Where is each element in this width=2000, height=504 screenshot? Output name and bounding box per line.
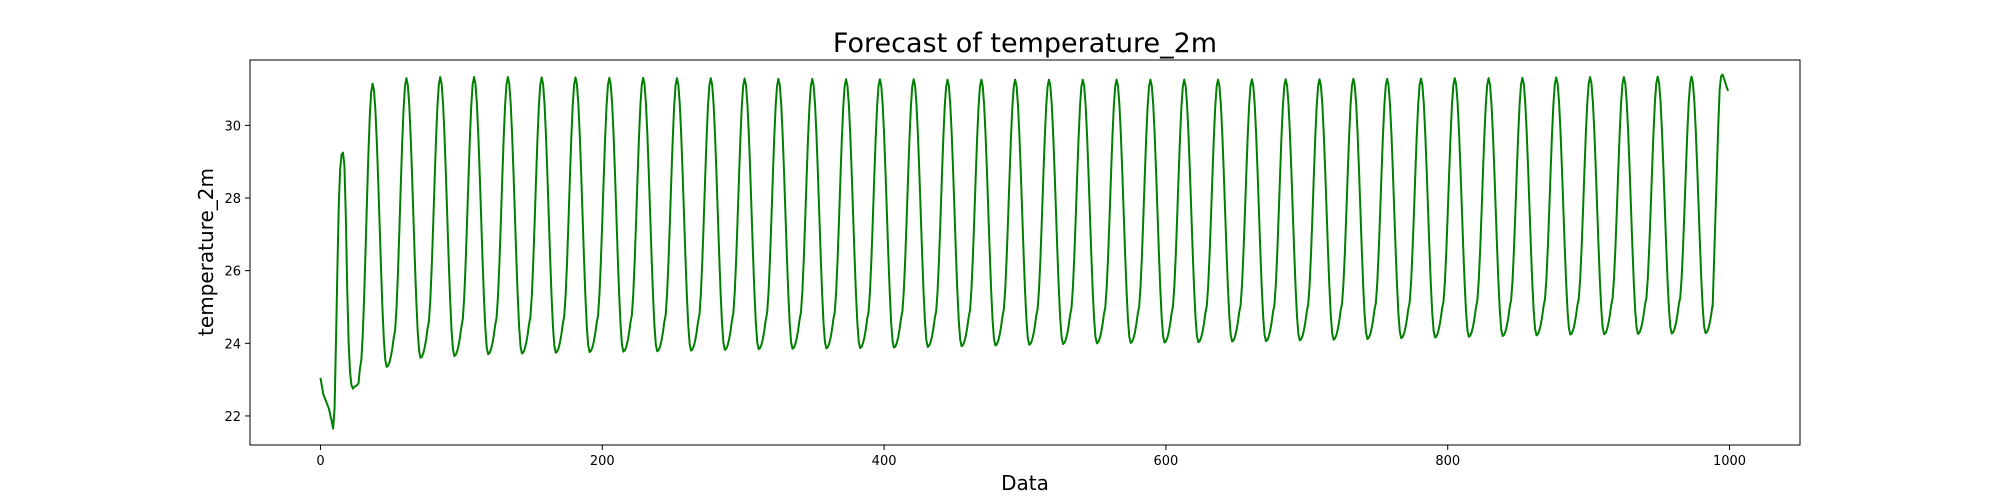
x-tick-label: 400 bbox=[872, 454, 897, 469]
y-tick-label: 26 bbox=[224, 265, 241, 280]
y-axis-ticks: 22 24 26 28 30 bbox=[224, 119, 250, 425]
plot-area bbox=[249, 59, 1801, 446]
x-axis-ticks: 0 200 400 600 800 1000 bbox=[316, 445, 1746, 469]
y-tick-label: 30 bbox=[224, 119, 241, 134]
x-axis-label: Data bbox=[1001, 471, 1049, 495]
x-tick-label: 200 bbox=[590, 454, 615, 469]
y-tick-label: 24 bbox=[224, 337, 241, 352]
series-line-temperature-2m bbox=[319, 73, 1730, 430]
x-tick-label: 0 bbox=[316, 454, 324, 469]
y-tick-label: 28 bbox=[224, 192, 241, 207]
x-tick-label: 600 bbox=[1153, 454, 1178, 469]
chart-title: Forecast of temperature_2m bbox=[833, 28, 1217, 59]
y-axis-label: temperature_2m bbox=[194, 168, 218, 336]
axes-frame bbox=[249, 59, 1801, 446]
y-tick-label: 22 bbox=[224, 410, 241, 425]
x-tick-label: 800 bbox=[1435, 454, 1460, 469]
x-tick-label: 1000 bbox=[1713, 454, 1746, 469]
